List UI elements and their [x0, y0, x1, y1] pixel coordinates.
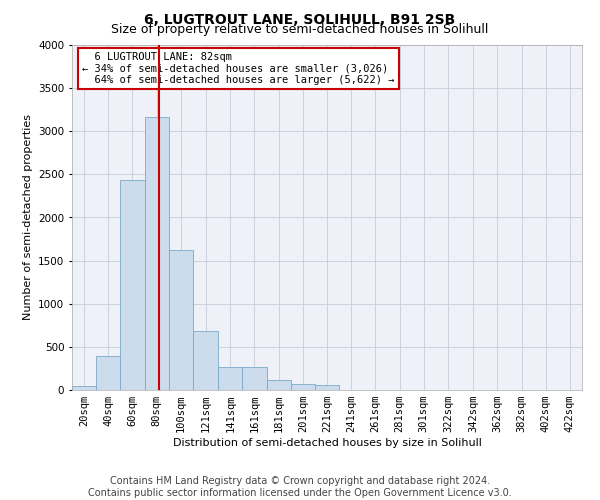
Bar [193, 332, 218, 390]
Bar [169, 250, 193, 390]
Text: Size of property relative to semi-detached houses in Solihull: Size of property relative to semi-detach… [112, 22, 488, 36]
Text: 6 LUGTROUT LANE: 82sqm
← 34% of semi-detached houses are smaller (3,026)
  64% o: 6 LUGTROUT LANE: 82sqm ← 34% of semi-det… [82, 52, 395, 85]
Y-axis label: Number of semi-detached properties: Number of semi-detached properties [23, 114, 32, 320]
Bar [266, 380, 291, 390]
Bar [72, 386, 96, 390]
Bar [218, 366, 242, 390]
Text: 6, LUGTROUT LANE, SOLIHULL, B91 2SB: 6, LUGTROUT LANE, SOLIHULL, B91 2SB [145, 12, 455, 26]
Bar [242, 366, 266, 390]
X-axis label: Distribution of semi-detached houses by size in Solihull: Distribution of semi-detached houses by … [173, 438, 481, 448]
Bar [315, 385, 339, 390]
Bar [145, 118, 169, 390]
Text: Contains HM Land Registry data © Crown copyright and database right 2024.
Contai: Contains HM Land Registry data © Crown c… [88, 476, 512, 498]
Bar [291, 384, 315, 390]
Bar [96, 356, 121, 390]
Bar [121, 180, 145, 390]
